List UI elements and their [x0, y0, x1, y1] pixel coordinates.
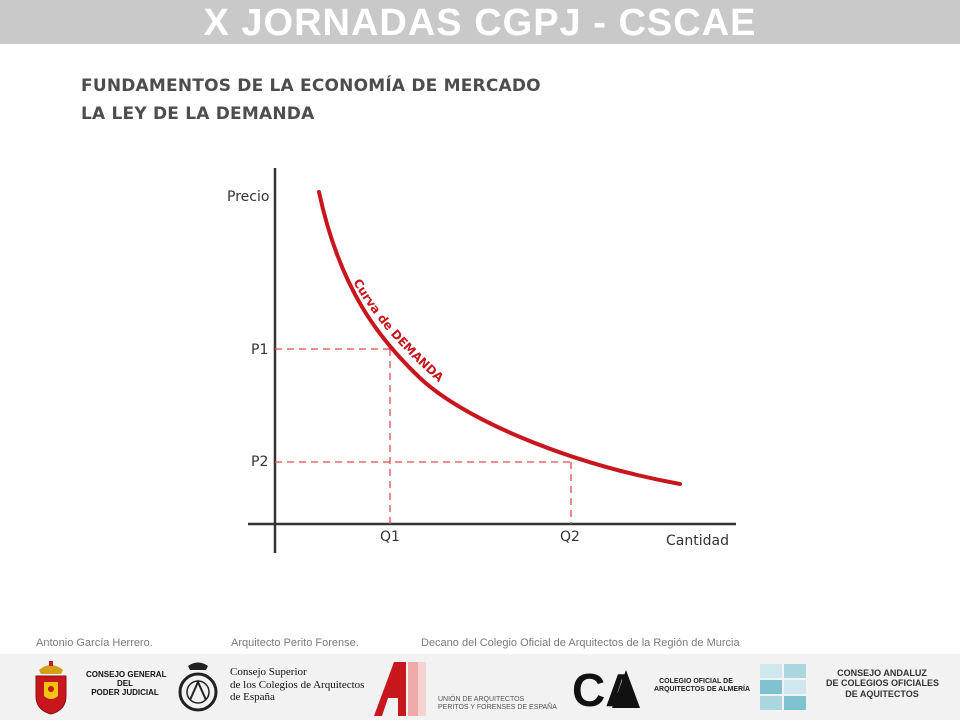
logo-strip: CONSEJO GENERAL DEL PODER JUDICIAL Conse…	[0, 654, 960, 720]
cscae-line-3: de España	[230, 691, 275, 704]
coaa-line-2: ARQUITECTOS DE ALMERÍA	[654, 686, 751, 694]
x-axis-label: Cantidad	[666, 533, 729, 549]
credit-author: Antonio García Herrero.	[36, 637, 153, 649]
cscae-logo-text: Consejo Superior de los Colegios de Arqu…	[230, 666, 364, 704]
coaa-line-1: COLEGIO OFICIAL DE	[659, 678, 733, 685]
cacoa-logo-text: CONSEJO ANDALUZ DE COLEGIOS OFICIALES DE…	[826, 668, 940, 699]
cscae-line-2: de los Colegios de Arquitectos	[230, 678, 365, 691]
cgpj-line-1: CONSEJO GENERAL	[86, 670, 167, 679]
cacoa-line-3: DE AQUITECTOS	[845, 688, 919, 699]
upfe-line-1: UNIÓN DE ARQUITECTOS	[438, 696, 525, 703]
cacoa-line-1: CONSEJO ANDALUZ	[837, 668, 927, 678]
y-axis-label: Precio	[227, 189, 269, 205]
cacoa-line-2: DE COLEGIOS OFICIALES	[826, 678, 940, 689]
cacoa-squares-icon	[760, 664, 806, 710]
q2-label: Q2	[560, 529, 580, 545]
upfe-line-2: PERITOS Y FORENSES DE ESPAÑA	[438, 704, 557, 712]
coaa-monogram-icon: CA	[572, 664, 640, 714]
q1-label: Q1	[380, 529, 400, 545]
slide-subtitle: LA LEY DE LA DEMANDA	[81, 104, 315, 124]
credit-role: Arquitecto Perito Forense.	[231, 637, 359, 649]
cgpj-crest-icon	[35, 661, 67, 715]
curve-label-text: Curva de DEMANDA	[350, 276, 446, 385]
cscae-emblem-icon	[178, 662, 218, 712]
upfe-a-logo-icon	[374, 662, 426, 716]
header-banner	[0, 0, 960, 44]
demand-curve	[317, 190, 682, 486]
credit-position: Decano del Colegio Oficial de Arquitecto…	[421, 637, 740, 649]
slide-title: FUNDAMENTOS DE LA ECONOMÍA DE MERCADO	[81, 76, 541, 96]
coaa-logo-text: COLEGIO OFICIAL DE ARQUITECTOS DE ALMERÍ…	[654, 678, 751, 694]
curve-label: Curva de DEMANDA	[350, 276, 446, 385]
cgpj-line-3: PODER JUDICIAL	[91, 688, 159, 698]
cscae-line-1: Consejo Superior	[230, 666, 307, 678]
banner-title: X JORNADAS CGPJ - CSCAE	[203, 2, 757, 44]
p2-label: P2	[251, 454, 268, 470]
credits-bar: Antonio García Herrero. Arquitecto Perit…	[0, 634, 960, 654]
p1-label: P1	[251, 342, 268, 358]
cgpj-logo-text: CONSEJO GENERAL DEL PODER JUDICIAL	[86, 670, 167, 698]
upfe-logo-text: UNIÓN DE ARQUITECTOS PERITOS Y FORENSES …	[438, 696, 557, 712]
cgpj-line-2: DEL	[117, 679, 133, 689]
